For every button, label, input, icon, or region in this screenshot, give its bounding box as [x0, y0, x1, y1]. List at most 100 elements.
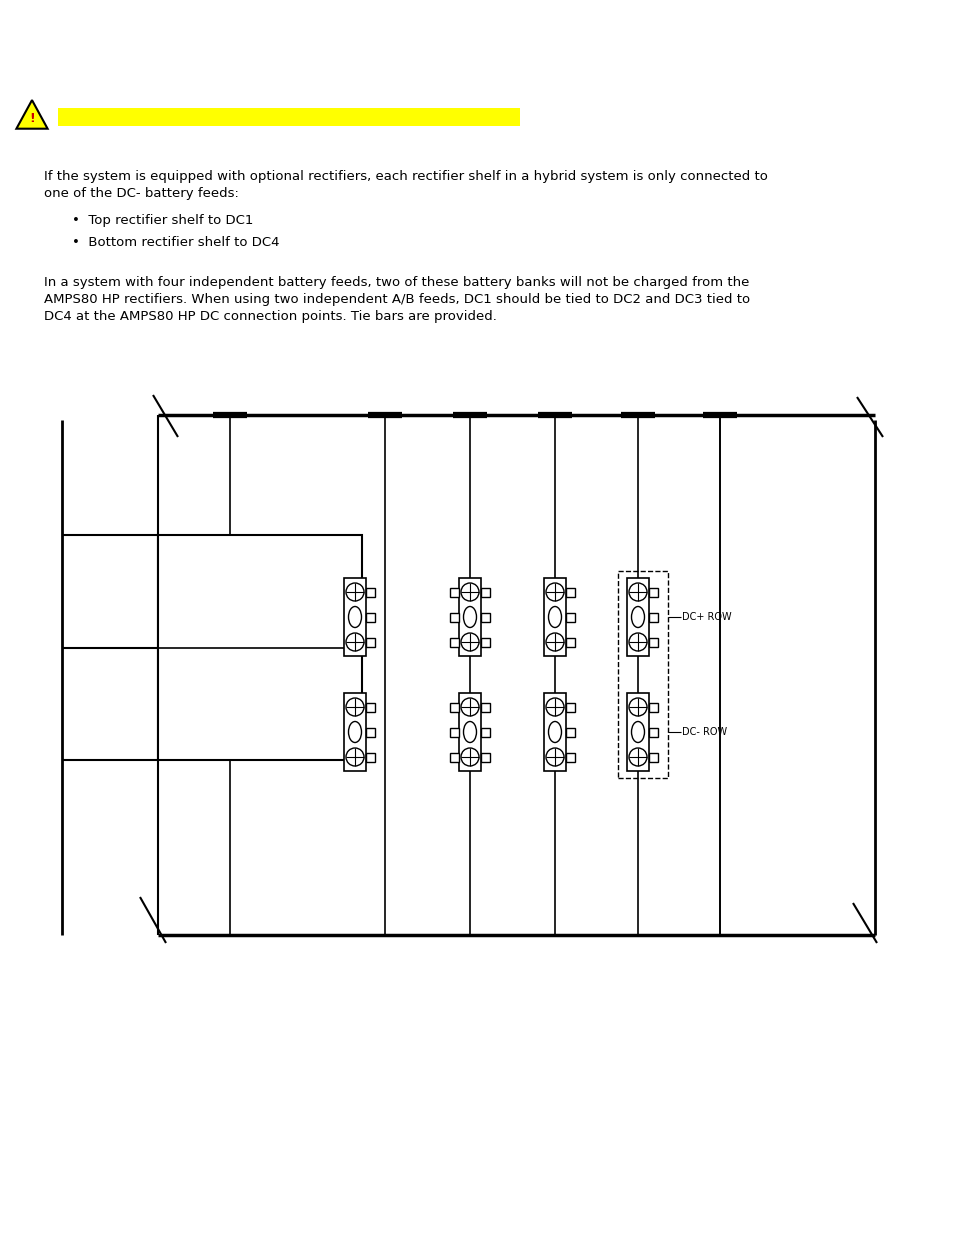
- Circle shape: [628, 634, 646, 651]
- Bar: [703, 107, 709, 126]
- Bar: [344, 578, 366, 656]
- Bar: [845, 107, 851, 126]
- Bar: [647, 107, 653, 126]
- Bar: [633, 107, 639, 126]
- Text: DC- ROW: DC- ROW: [681, 727, 726, 737]
- Bar: [618, 571, 667, 778]
- Bar: [524, 107, 530, 126]
- Bar: [543, 107, 549, 126]
- Ellipse shape: [348, 721, 361, 742]
- Bar: [623, 107, 629, 126]
- Bar: [788, 107, 794, 126]
- Bar: [676, 107, 681, 126]
- Bar: [562, 107, 568, 126]
- Bar: [565, 637, 575, 646]
- Bar: [821, 107, 827, 126]
- Bar: [366, 637, 375, 646]
- Bar: [599, 107, 605, 126]
- Circle shape: [460, 698, 478, 716]
- Bar: [802, 107, 808, 126]
- Text: DC4 at the AMPS80 HP DC connection points. Tie bars are provided.: DC4 at the AMPS80 HP DC connection point…: [44, 310, 497, 324]
- Bar: [595, 107, 600, 126]
- Bar: [565, 703, 575, 711]
- Bar: [648, 613, 658, 621]
- Bar: [864, 107, 870, 126]
- Bar: [480, 752, 490, 762]
- Bar: [480, 727, 490, 736]
- Bar: [756, 107, 761, 126]
- Bar: [878, 107, 883, 126]
- Polygon shape: [16, 100, 48, 128]
- Bar: [366, 727, 375, 736]
- Text: !: !: [30, 112, 35, 126]
- Ellipse shape: [548, 721, 561, 742]
- Bar: [558, 107, 563, 126]
- Bar: [887, 107, 893, 126]
- Circle shape: [545, 698, 563, 716]
- Bar: [618, 107, 624, 126]
- Bar: [590, 107, 596, 126]
- Bar: [807, 107, 813, 126]
- Bar: [519, 107, 525, 126]
- Circle shape: [346, 698, 364, 716]
- Circle shape: [545, 583, 563, 601]
- Bar: [344, 693, 366, 771]
- Bar: [450, 613, 458, 621]
- Text: AMPS80 HP rectifiers. When using two independent A/B feeds, DC1 should be tied t: AMPS80 HP rectifiers. When using two ind…: [44, 293, 749, 306]
- Bar: [534, 107, 539, 126]
- Bar: [737, 107, 742, 126]
- Bar: [679, 107, 685, 126]
- Bar: [366, 703, 375, 711]
- Bar: [770, 107, 776, 126]
- Ellipse shape: [463, 721, 476, 742]
- Bar: [458, 578, 480, 656]
- Bar: [732, 107, 738, 126]
- Ellipse shape: [463, 606, 476, 627]
- Bar: [689, 107, 695, 126]
- Text: If the system is equipped with optional rectifiers, each rectifier shelf in a hy: If the system is equipped with optional …: [44, 170, 767, 183]
- Bar: [565, 588, 575, 597]
- Bar: [553, 107, 558, 126]
- Circle shape: [628, 748, 646, 766]
- Bar: [775, 107, 781, 126]
- Bar: [480, 703, 490, 711]
- Bar: [826, 107, 832, 126]
- Bar: [580, 107, 586, 126]
- Bar: [765, 107, 771, 126]
- Bar: [812, 107, 818, 126]
- Bar: [565, 613, 575, 621]
- Bar: [836, 107, 841, 126]
- Bar: [538, 107, 544, 126]
- Text: DC+ ROW: DC+ ROW: [681, 613, 731, 622]
- Bar: [860, 107, 865, 126]
- Bar: [628, 107, 634, 126]
- Bar: [543, 693, 565, 771]
- Ellipse shape: [548, 606, 561, 627]
- Bar: [817, 107, 822, 126]
- Bar: [874, 107, 880, 126]
- Circle shape: [460, 583, 478, 601]
- Circle shape: [346, 748, 364, 766]
- Ellipse shape: [348, 606, 361, 627]
- Bar: [572, 107, 578, 126]
- Bar: [661, 107, 667, 126]
- Bar: [609, 107, 615, 126]
- Bar: [565, 752, 575, 762]
- Bar: [366, 613, 375, 621]
- Bar: [450, 637, 458, 646]
- Circle shape: [628, 698, 646, 716]
- Bar: [666, 107, 672, 126]
- Bar: [614, 107, 619, 126]
- Bar: [798, 107, 803, 126]
- Bar: [760, 107, 766, 126]
- Circle shape: [460, 748, 478, 766]
- Bar: [652, 107, 658, 126]
- Bar: [458, 693, 480, 771]
- Bar: [882, 107, 888, 126]
- Ellipse shape: [631, 606, 644, 627]
- Bar: [648, 703, 658, 711]
- Bar: [480, 588, 490, 597]
- Circle shape: [628, 583, 646, 601]
- Bar: [548, 107, 554, 126]
- Bar: [850, 107, 856, 126]
